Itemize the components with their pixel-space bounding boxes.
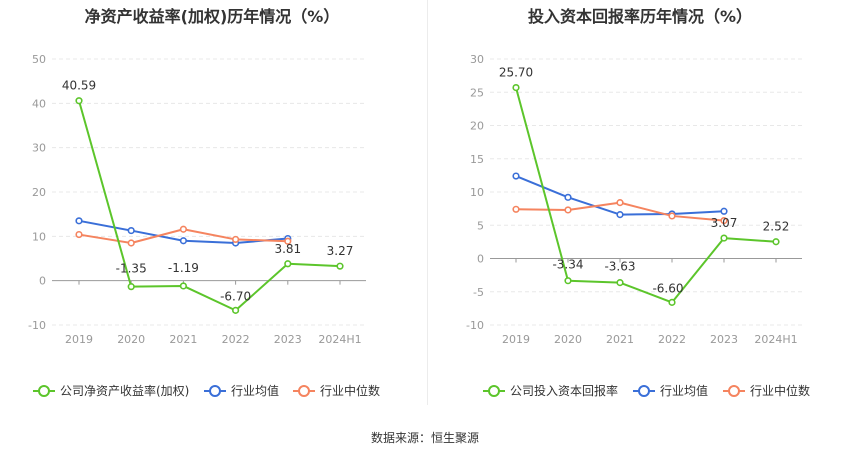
y-tick-label: -5 xyxy=(473,286,484,299)
data-label: -6.70 xyxy=(220,289,251,303)
data-point xyxy=(772,238,780,246)
legend-label: 行业中位数 xyxy=(750,383,810,398)
y-tick-label: 40 xyxy=(32,97,46,110)
data-label: 40.59 xyxy=(62,79,96,93)
data-point xyxy=(75,97,83,105)
data-point xyxy=(75,230,83,239)
data-point xyxy=(564,193,572,201)
x-tick-label: 2023 xyxy=(274,333,302,346)
chart-1: 净资产收益率(加权)历年情况（%） 50 40 30 20 10 0 -10 2019 2020 2… xyxy=(28,7,380,398)
y-tick-label: 50 xyxy=(32,53,46,66)
panel-divider xyxy=(427,0,428,405)
legend-swatch-marker xyxy=(209,385,221,397)
data-point xyxy=(179,237,187,245)
x-tick-label: 2021 xyxy=(169,333,197,346)
x-tick-label: 2020 xyxy=(554,333,582,346)
legend-swatch-marker xyxy=(488,385,500,397)
x-tick-label: 2019 xyxy=(502,333,530,346)
y-tick-label: -10 xyxy=(28,319,46,332)
y-tick-label: 20 xyxy=(32,186,46,199)
x-tick-label: 2020 xyxy=(117,333,145,346)
data-label: 3.27 xyxy=(327,244,354,258)
data-point xyxy=(720,207,728,215)
data-point xyxy=(232,235,240,244)
y-tick-label: 10 xyxy=(470,186,484,199)
data-point xyxy=(127,226,135,235)
data-point xyxy=(127,283,135,291)
source-note: 数据来源：恒生聚源 xyxy=(371,430,479,445)
y-tick-label: 25 xyxy=(470,86,484,99)
data-label: -3.34 xyxy=(552,258,583,272)
y-tick-label: 10 xyxy=(32,230,46,243)
legend-label: 公司净资产收益率(加权) xyxy=(60,383,189,398)
data-point xyxy=(668,298,676,306)
data-point xyxy=(284,260,292,268)
y-tick-label: 0 xyxy=(477,253,484,266)
data-point xyxy=(720,234,728,242)
y-tick-label: 20 xyxy=(470,120,484,133)
data-point xyxy=(232,306,240,314)
x-tick-label: 2021 xyxy=(606,333,634,346)
data-point xyxy=(564,277,572,285)
legend-label: 行业均值 xyxy=(231,383,279,398)
data-point xyxy=(127,239,135,247)
y-tick-label: 5 xyxy=(477,219,484,232)
data-point xyxy=(179,225,187,233)
x-tick-label: 2024H1 xyxy=(318,333,361,346)
legend-swatch-marker xyxy=(638,385,650,397)
data-point xyxy=(75,217,83,225)
series-line-0 xyxy=(78,100,341,312)
data-point xyxy=(564,206,572,214)
chart-2: 投入资本回报率历年情况（%） 30 25 20 15 10 5 0 -5 -10 2019 2020 2… xyxy=(466,7,810,398)
legend-swatch-marker xyxy=(298,385,310,397)
data-point xyxy=(512,205,520,213)
data-point xyxy=(179,282,187,290)
data-point xyxy=(512,172,520,180)
legend-label: 行业均值 xyxy=(660,383,708,398)
legend-swatch-marker xyxy=(728,385,740,397)
data-point xyxy=(616,199,624,207)
x-tick-label: 2022 xyxy=(658,333,686,346)
chart-title: 净资产收益率(加权)历年情况（%） xyxy=(85,7,340,26)
data-point xyxy=(616,211,624,219)
data-label: -1.35 xyxy=(116,262,147,276)
x-tick-label: 2023 xyxy=(710,333,738,346)
y-tick-label: -10 xyxy=(466,319,484,332)
chart-title: 投入资本回报率历年情况（%） xyxy=(528,7,752,26)
data-point xyxy=(668,212,676,220)
data-label: 2.52 xyxy=(763,220,790,234)
legend-label: 公司投入资本回报率 xyxy=(510,383,618,398)
series-line-0 xyxy=(515,87,777,304)
y-tick-label: 0 xyxy=(39,275,46,288)
y-tick-label: 30 xyxy=(470,53,484,66)
legend-swatch-marker xyxy=(38,385,50,397)
x-tick-label: 2024H1 xyxy=(754,333,797,346)
data-point xyxy=(512,83,520,92)
data-label: -3.63 xyxy=(604,260,635,274)
data-label: 25.70 xyxy=(499,66,533,80)
data-point xyxy=(284,237,292,245)
data-point xyxy=(336,262,344,270)
data-point xyxy=(720,216,728,225)
data-label: -1.19 xyxy=(168,261,199,275)
legend-label: 行业中位数 xyxy=(320,383,380,398)
data-label: 3.07 xyxy=(711,216,738,230)
y-tick-label: 15 xyxy=(470,153,484,166)
data-point xyxy=(616,279,624,287)
x-tick-label: 2022 xyxy=(222,333,250,346)
data-label: -6.60 xyxy=(652,281,683,295)
x-tick-label: 2019 xyxy=(65,333,93,346)
data-label: 3.81 xyxy=(274,242,301,256)
y-tick-label: 30 xyxy=(32,142,46,155)
